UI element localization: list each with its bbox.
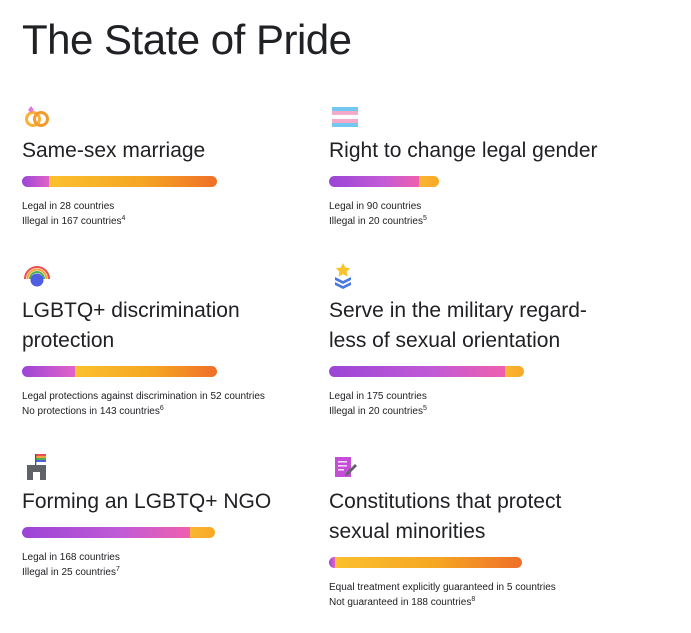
bar-legal-segment xyxy=(329,176,420,187)
stats: Legal in 90 countries Illegal in 20 coun… xyxy=(329,199,649,229)
footnote: 4 xyxy=(121,215,126,222)
stats: Equal treatment explicitly guaranteed in… xyxy=(329,580,649,610)
progress-bar xyxy=(22,176,217,187)
card-same-sex-marriage: Same-sex marriage Legal in 28 countries … xyxy=(22,102,342,229)
progress-bar xyxy=(329,557,522,568)
page-title: The State of Pride xyxy=(22,16,352,63)
stat-line: No protections in 143 countries6 xyxy=(22,405,164,417)
footnote: 6 xyxy=(159,405,164,412)
card-constitutions: Constitutions that protect sexual minori… xyxy=(329,453,649,610)
card-discrimination-protection: LGBTQ+ discrimination protection Legal p… xyxy=(22,262,342,419)
stats: Legal in 28 countries Illegal in 167 cou… xyxy=(22,199,342,229)
bar-illegal-segment xyxy=(189,527,215,538)
stat-line: Illegal in 20 countries5 xyxy=(329,215,427,227)
bar-legal-segment xyxy=(22,176,50,187)
stat-line: Legal protections against discrimination… xyxy=(22,391,265,402)
bar-illegal-segment xyxy=(74,366,217,377)
card-military-service: Serve in the military regard- less of se… xyxy=(329,262,649,419)
stat-line: Legal in 175 countries xyxy=(329,391,427,402)
bar-legal-segment xyxy=(329,366,505,377)
card-heading: Forming an LGBTQ+ NGO xyxy=(22,490,272,513)
rings-icon xyxy=(25,106,49,127)
footnote: 5 xyxy=(422,215,427,222)
stats: Legal in 175 countries Illegal in 20 cou… xyxy=(329,389,649,419)
progress-bar xyxy=(329,176,439,187)
stat-line: Legal in 90 countries xyxy=(329,201,422,212)
military-star-icon xyxy=(335,263,351,289)
card-heading: Serve in the military regard- less of se… xyxy=(329,299,587,352)
stat-line: Illegal in 20 countries5 xyxy=(329,405,427,417)
footnote: 8 xyxy=(471,596,476,603)
card-heading: Right to change legal gender xyxy=(329,139,598,162)
stat-line: Not guaranteed in 188 countries8 xyxy=(329,596,476,608)
progress-bar xyxy=(22,366,217,377)
card-legal-gender: Right to change legal gender Legal in 90… xyxy=(329,102,649,229)
stats: Legal protections against discrimination… xyxy=(22,389,342,419)
footnote: 7 xyxy=(115,566,120,573)
trans-flag-icon xyxy=(331,107,359,127)
card-heading: Same-sex marriage xyxy=(22,139,206,162)
progress-bar xyxy=(329,366,524,377)
footnote: 5 xyxy=(422,405,427,412)
document-pen-icon xyxy=(335,457,357,477)
bar-legal-segment xyxy=(22,527,190,538)
bar-illegal-segment xyxy=(334,557,522,568)
progress-bar xyxy=(22,527,215,538)
bar-illegal-segment xyxy=(419,176,439,187)
building-flag-icon xyxy=(27,454,46,480)
stat-line: Illegal in 25 countries7 xyxy=(22,566,120,578)
stat-line: Legal in 28 countries xyxy=(22,201,115,212)
bar-illegal-segment xyxy=(49,176,217,187)
card-lgbtq-ngo: Forming an LGBTQ+ NGO Legal in 168 count… xyxy=(22,453,342,580)
card-heading: LGBTQ+ discrimination protection xyxy=(22,299,240,352)
stat-line: Legal in 168 countries xyxy=(22,552,120,563)
stat-line: Illegal in 167 countries4 xyxy=(22,215,126,227)
stats: Legal in 168 countries Illegal in 25 cou… xyxy=(22,550,342,580)
bar-legal-segment xyxy=(22,366,75,377)
bar-legal-segment xyxy=(329,557,335,568)
stat-line: Equal treatment explicitly guaranteed in… xyxy=(329,582,556,593)
bar-illegal-segment xyxy=(504,366,524,377)
rainbow-icon xyxy=(24,266,50,287)
card-heading: Constitutions that protect sexual minori… xyxy=(329,490,562,543)
